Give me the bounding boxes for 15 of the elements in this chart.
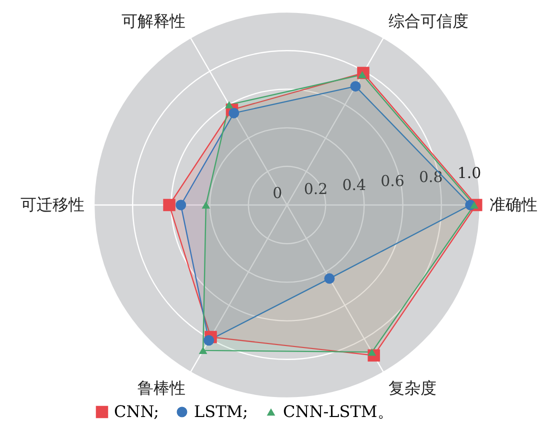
- spoke-label: 可迁移性: [20, 195, 84, 214]
- y-tick-label: 0.4: [342, 176, 366, 194]
- spoke-label: 综合可信度: [388, 12, 468, 30]
- spoke-label: 可解释性: [122, 12, 186, 30]
- y-tick-label: 0: [272, 184, 282, 202]
- y-tick-label: 0.2: [304, 180, 328, 198]
- spoke-label: 准确性: [490, 195, 538, 214]
- y-tick-label: 0.6: [380, 172, 404, 190]
- spoke-label: 鲁棒性: [138, 378, 186, 398]
- legend-label: CNN;: [114, 402, 160, 421]
- y-tick-label: 0.8: [418, 168, 443, 186]
- y-tick-label: 1.0: [457, 164, 482, 182]
- legend-label: CNN-LSTM。: [283, 402, 394, 421]
- legend-label: LSTM;: [194, 402, 248, 421]
- spoke-label: 复杂度: [388, 378, 436, 398]
